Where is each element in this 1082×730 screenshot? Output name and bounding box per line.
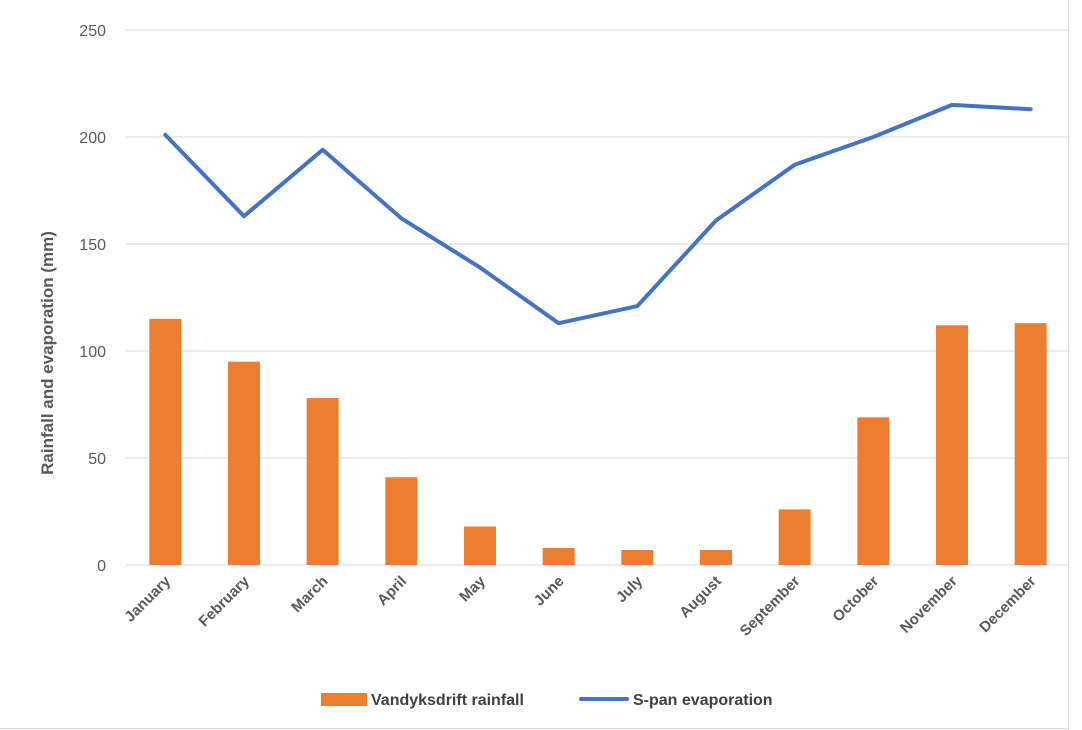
bar-december xyxy=(1014,323,1047,565)
x-tick-label-july: July xyxy=(613,572,647,606)
legend-rainfall-label: Vandyksdrift rainfall xyxy=(371,692,524,709)
evaporation-line xyxy=(163,102,1033,326)
x-tick-label-september: September xyxy=(737,573,804,640)
y-tick-label-150: 150 xyxy=(79,237,106,254)
x-axis-category-labels: January February March April May June July Augu… xyxy=(121,572,1039,639)
y-axis-title: Rainfall and evaporation (mm) xyxy=(38,231,57,475)
x-tick-label-march: March xyxy=(288,573,331,616)
bar-may xyxy=(464,526,496,565)
bar-april xyxy=(385,477,418,565)
bar-february xyxy=(228,361,260,565)
x-tick-label-february: February xyxy=(195,572,253,630)
bar-july xyxy=(621,550,654,565)
bar-march xyxy=(306,398,339,565)
x-tick-label-august: August xyxy=(676,573,725,622)
y-tick-label-50: 50 xyxy=(88,451,106,468)
evaporation-line-layer xyxy=(163,102,1033,326)
gridlines xyxy=(126,29,1070,566)
y-tick-label-100: 100 xyxy=(79,344,106,361)
y-tick-label-200: 200 xyxy=(79,130,106,147)
x-tick-label-may: May xyxy=(456,572,489,605)
bar-september xyxy=(778,509,811,565)
x-tick-label-october: October xyxy=(829,573,882,626)
bar-june xyxy=(542,547,575,565)
bar-october xyxy=(857,417,890,565)
legend-evaporation-label: S-pan evaporation xyxy=(633,692,773,709)
bar-january xyxy=(149,318,182,565)
x-tick-label-january: January xyxy=(121,572,174,625)
legend-rainfall-swatch xyxy=(321,693,367,706)
x-tick-label-november: November xyxy=(897,573,961,637)
bar-august xyxy=(700,550,732,565)
y-axis-tick-labels: 0 50 100 150 200 250 xyxy=(79,23,106,575)
x-tick-label-december: December xyxy=(976,573,1039,636)
x-tick-label-june: June xyxy=(531,573,568,610)
y-tick-label-0: 0 xyxy=(97,558,106,575)
x-tick-label-april: April xyxy=(374,573,410,609)
rainfall-bars xyxy=(149,318,1047,565)
frame-border-right xyxy=(1068,0,1069,730)
y-tick-label-250: 250 xyxy=(79,23,106,40)
legend: Vandyksdrift rainfall S-pan evaporation xyxy=(321,692,773,709)
frame-border-bottom xyxy=(0,728,1069,729)
bar-november xyxy=(936,325,968,565)
